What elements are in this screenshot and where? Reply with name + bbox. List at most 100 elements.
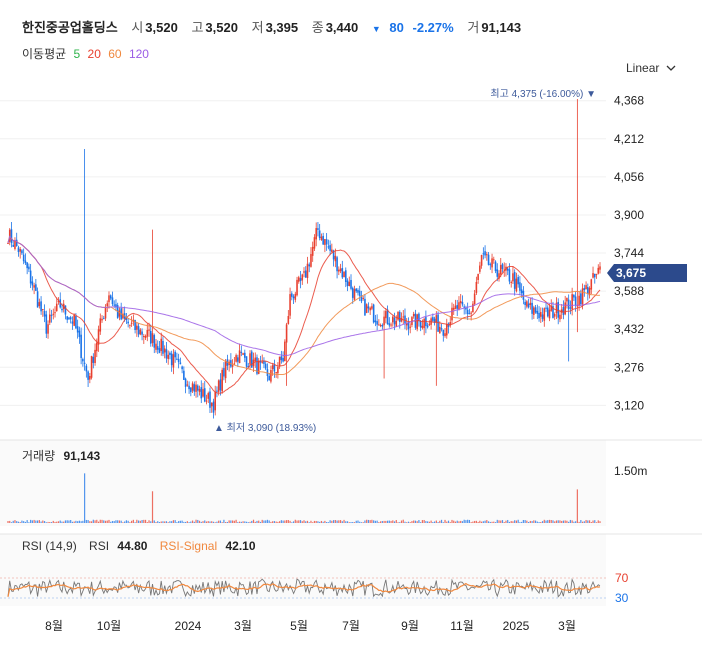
volume-bar <box>82 520 84 523</box>
candle-body <box>555 302 558 314</box>
volume-bar <box>212 521 215 523</box>
volume-bar <box>439 520 441 523</box>
volume-bar <box>50 522 53 523</box>
scale-dropdown[interactable]: Linear <box>626 61 676 75</box>
candle-body <box>99 318 102 332</box>
volume-bar <box>127 520 129 523</box>
candle-body <box>64 305 67 315</box>
volume-bar <box>42 520 44 523</box>
candle-body <box>108 295 110 303</box>
candle-body <box>92 356 95 363</box>
volume-bar <box>521 521 523 523</box>
volume-bar <box>28 522 30 523</box>
quote-header: 한진중공업홀딩스 시 3,520 고 3,520 저 3,395 종 3,440 ▼ 8… <box>22 17 531 36</box>
volume-bar <box>400 520 403 523</box>
volume-bar <box>219 520 222 523</box>
candle-body <box>583 288 586 290</box>
candle-body <box>445 323 448 336</box>
candle-body <box>355 288 358 292</box>
candle-body <box>482 253 485 255</box>
volume-bar <box>324 520 326 523</box>
candle-body <box>463 306 465 308</box>
current-price-tag: 3,675 <box>607 264 687 282</box>
candle-body <box>318 230 321 238</box>
candle-body <box>224 361 227 379</box>
candle-body <box>259 361 262 363</box>
volume-bar <box>178 521 180 523</box>
candle-body <box>479 265 481 272</box>
volume-bar <box>207 521 209 523</box>
candle-body <box>343 271 345 278</box>
candle-body <box>26 262 28 269</box>
candle-body <box>432 317 434 321</box>
candle-body <box>66 316 68 320</box>
candle-body <box>386 309 389 325</box>
candle-body <box>87 371 89 380</box>
candle-body <box>341 268 344 278</box>
candle-body <box>559 314 561 320</box>
volume-bar <box>153 520 155 523</box>
volume-bar <box>303 520 305 523</box>
candle-body <box>249 353 251 365</box>
candle-body <box>75 316 77 329</box>
volume-bar <box>346 521 349 523</box>
volume-bar <box>444 519 446 523</box>
candle-body <box>176 358 178 360</box>
candle-body <box>237 357 239 362</box>
volume-bar <box>110 521 112 523</box>
volume-bar <box>411 521 413 523</box>
candle-body <box>85 365 88 372</box>
volume-bar <box>43 521 46 523</box>
volume-bar <box>364 520 366 523</box>
candle-body <box>393 317 396 325</box>
candle-body <box>419 320 422 328</box>
candle-body <box>101 318 103 321</box>
volume-bar <box>97 521 100 523</box>
candle-body <box>223 368 225 377</box>
volume-bar <box>78 520 80 523</box>
candle-body <box>472 303 474 313</box>
volume-bar <box>305 521 307 523</box>
moving-average-legend: 이동평균 5 20 60 120 <box>22 45 153 62</box>
candle-body <box>36 291 39 308</box>
volume-bar <box>117 520 119 523</box>
candle-body <box>553 313 556 317</box>
candle-body <box>421 325 424 328</box>
volume-bar <box>92 519 94 523</box>
volume-bar <box>167 522 169 523</box>
candle-body <box>593 273 596 278</box>
open-quote: 시 3,520 <box>131 20 178 35</box>
volume-bar <box>446 521 448 523</box>
volume-bar <box>463 519 465 523</box>
candle-body <box>80 334 82 358</box>
volume-bar <box>461 521 464 523</box>
candle-body <box>515 278 518 292</box>
candle-body <box>19 249 21 252</box>
candle-body <box>148 329 150 331</box>
candle-body <box>35 284 37 291</box>
volume-bar <box>500 520 502 523</box>
volume-bar <box>587 520 589 523</box>
candle-body <box>297 277 300 282</box>
volume-bar <box>341 521 343 523</box>
candle-body <box>156 346 159 350</box>
candle-body <box>179 362 182 365</box>
volume-bar <box>143 519 145 523</box>
candle-body <box>240 351 243 353</box>
candle-body <box>292 296 295 299</box>
candle-body <box>367 306 370 309</box>
volume-bar <box>339 520 342 523</box>
volume-bar <box>240 521 242 523</box>
candle-body <box>390 324 392 326</box>
volume-bar <box>524 520 526 523</box>
candle-body <box>498 273 500 279</box>
x-tick-label: 7월 <box>342 619 360 633</box>
volume-bar <box>440 519 443 523</box>
volume-bar <box>172 520 175 523</box>
candle-body <box>256 357 258 374</box>
candle-body <box>536 310 539 314</box>
rsi-panel-bg <box>0 534 606 606</box>
candle-body <box>371 306 373 309</box>
volume-bar <box>576 489 578 523</box>
